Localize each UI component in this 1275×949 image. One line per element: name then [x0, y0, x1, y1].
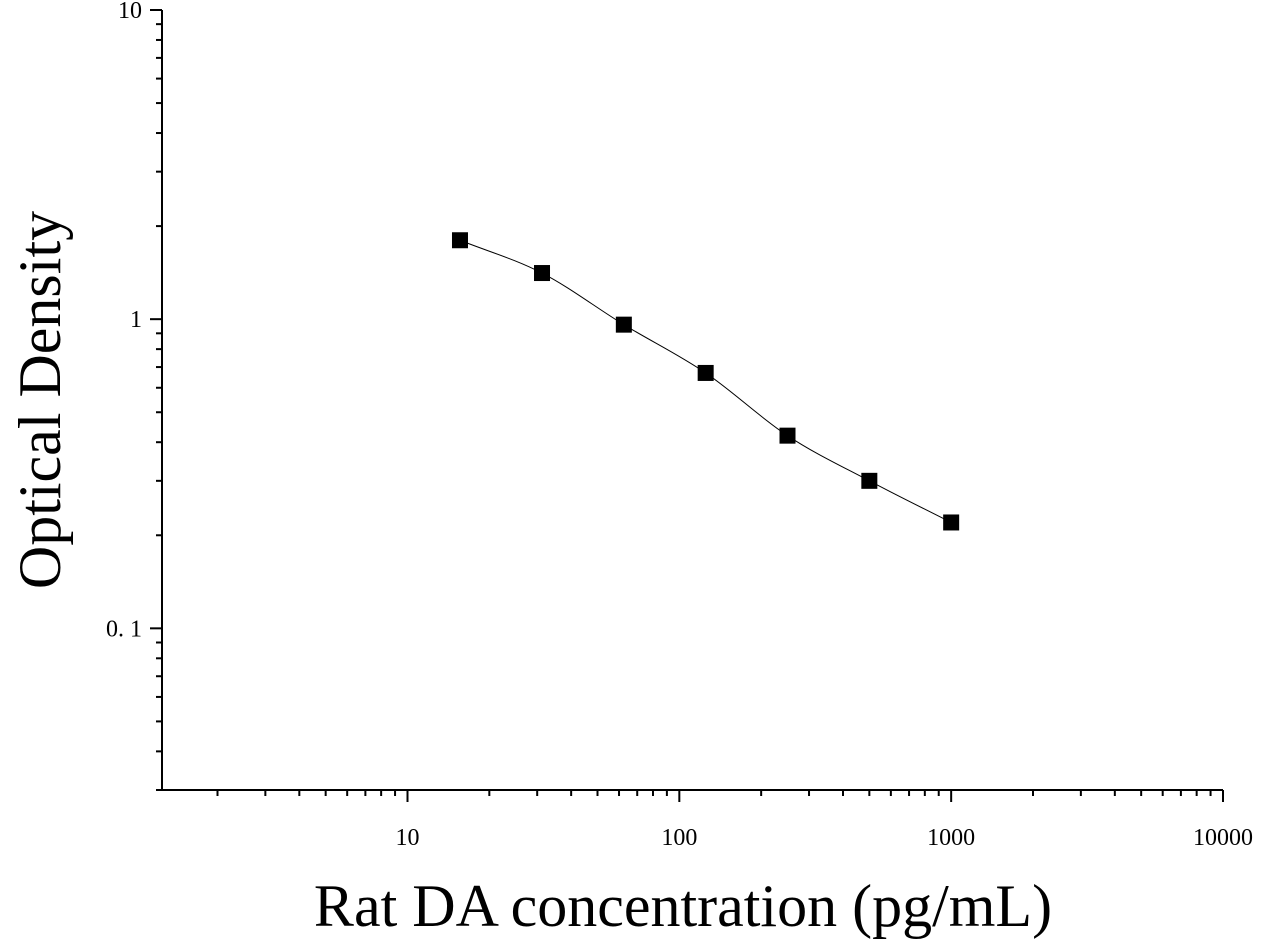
y-tick-label: 1	[130, 307, 142, 333]
y-tick-label: 0. 1	[106, 616, 142, 642]
x-tick-label: 100	[661, 825, 697, 851]
data-point	[534, 265, 551, 282]
tick-labels: 10 100 1000 10000 0. 1 1 10	[106, 0, 1253, 851]
y-axis-title: Optical Density	[7, 211, 73, 589]
data-point	[451, 232, 468, 249]
data-point	[943, 514, 960, 531]
data-point	[615, 316, 632, 333]
x-tick-label: 1000	[927, 825, 975, 851]
x-tick-label: 10	[395, 825, 419, 851]
x-tick-label: 10000	[1193, 825, 1253, 851]
y-tick-label: 10	[118, 0, 142, 24]
data-point	[861, 472, 878, 489]
axes	[161, 10, 1223, 791]
ticks	[150, 9, 1224, 802]
data-point	[779, 427, 796, 444]
data-point	[697, 364, 714, 381]
fit-curve	[459, 239, 952, 523]
x-axis-title: Rat DA concentration (pg/mL)	[314, 873, 1052, 939]
data-points	[451, 232, 960, 531]
